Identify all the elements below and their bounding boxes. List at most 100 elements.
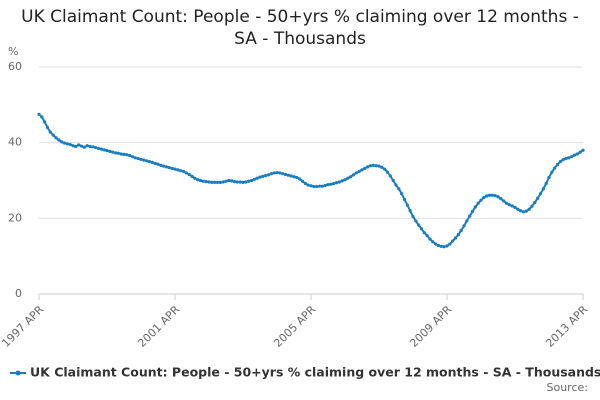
point: [445, 244, 449, 248]
point: [558, 159, 562, 164]
point: [108, 149, 112, 153]
point: [388, 174, 392, 178]
point: [94, 145, 98, 150]
point: [162, 164, 166, 168]
point: [374, 164, 378, 168]
point: [323, 183, 327, 188]
point: [411, 214, 415, 219]
point: [62, 141, 67, 145]
point: [502, 199, 506, 203]
point: [334, 181, 339, 185]
point: [555, 163, 560, 167]
point: [533, 200, 537, 205]
point: [77, 143, 81, 147]
point: [170, 166, 174, 170]
point: [187, 172, 191, 177]
point: [487, 193, 492, 197]
point: [405, 203, 409, 207]
point: [105, 149, 109, 153]
point: [295, 175, 299, 180]
point: [176, 168, 180, 172]
point: [329, 182, 333, 186]
point: [283, 172, 288, 177]
point: [504, 201, 509, 205]
point: [346, 176, 350, 180]
point: [125, 153, 129, 157]
point: [527, 207, 531, 211]
point: [122, 152, 126, 156]
point: [581, 148, 585, 152]
point: [468, 214, 472, 218]
point: [281, 172, 285, 176]
point: [68, 142, 72, 147]
legend-label: UK Claimant Count: People - 50+yrs % cla…: [30, 365, 600, 380]
point: [451, 239, 455, 243]
point: [402, 197, 407, 202]
point: [462, 224, 466, 228]
point: [159, 163, 163, 167]
point: [266, 173, 271, 177]
point: [456, 233, 460, 237]
point: [139, 157, 143, 161]
point: [275, 170, 279, 175]
point: [204, 180, 208, 184]
point: [493, 194, 497, 198]
point: [397, 187, 401, 191]
point: [521, 210, 526, 214]
point: [507, 203, 511, 207]
point: [524, 209, 528, 213]
point: [442, 245, 446, 249]
point: [326, 183, 330, 187]
point: [547, 175, 551, 180]
point: [57, 138, 61, 142]
point: [210, 180, 214, 184]
point: [309, 184, 313, 188]
point: [320, 184, 324, 188]
point: [102, 148, 106, 152]
point: [439, 244, 443, 248]
point: [113, 151, 118, 155]
point: [190, 174, 194, 178]
point: [230, 179, 234, 183]
point: [513, 205, 517, 209]
point: [196, 178, 200, 182]
point: [119, 152, 123, 156]
point: [541, 187, 545, 191]
point: [272, 171, 276, 175]
point: [193, 176, 197, 180]
point: [201, 179, 205, 183]
point: [306, 183, 310, 187]
point: [142, 158, 146, 162]
point: [74, 144, 78, 149]
point: [570, 155, 574, 159]
point: [88, 144, 92, 149]
point: [153, 161, 157, 166]
point: [147, 159, 152, 164]
point: [436, 243, 441, 248]
point: [111, 150, 115, 154]
point: [366, 165, 370, 169]
source-label: Source:: [547, 381, 589, 394]
point: [425, 234, 429, 238]
point: [48, 130, 52, 134]
point: [544, 181, 548, 186]
point: [538, 192, 543, 196]
point: [459, 228, 463, 233]
point: [82, 145, 86, 149]
y-tick-label: 60: [8, 60, 22, 73]
x-tick-label: 2005 APR: [271, 303, 318, 350]
point: [184, 171, 188, 175]
point: [485, 194, 489, 198]
point: [133, 156, 137, 160]
point: [431, 240, 435, 244]
point: [130, 155, 135, 159]
point: [286, 173, 290, 177]
point: [380, 165, 384, 169]
point: [519, 209, 523, 213]
point: [394, 183, 398, 187]
point: [156, 162, 160, 166]
point: [349, 175, 353, 179]
point: [300, 179, 305, 183]
point: [227, 178, 231, 183]
